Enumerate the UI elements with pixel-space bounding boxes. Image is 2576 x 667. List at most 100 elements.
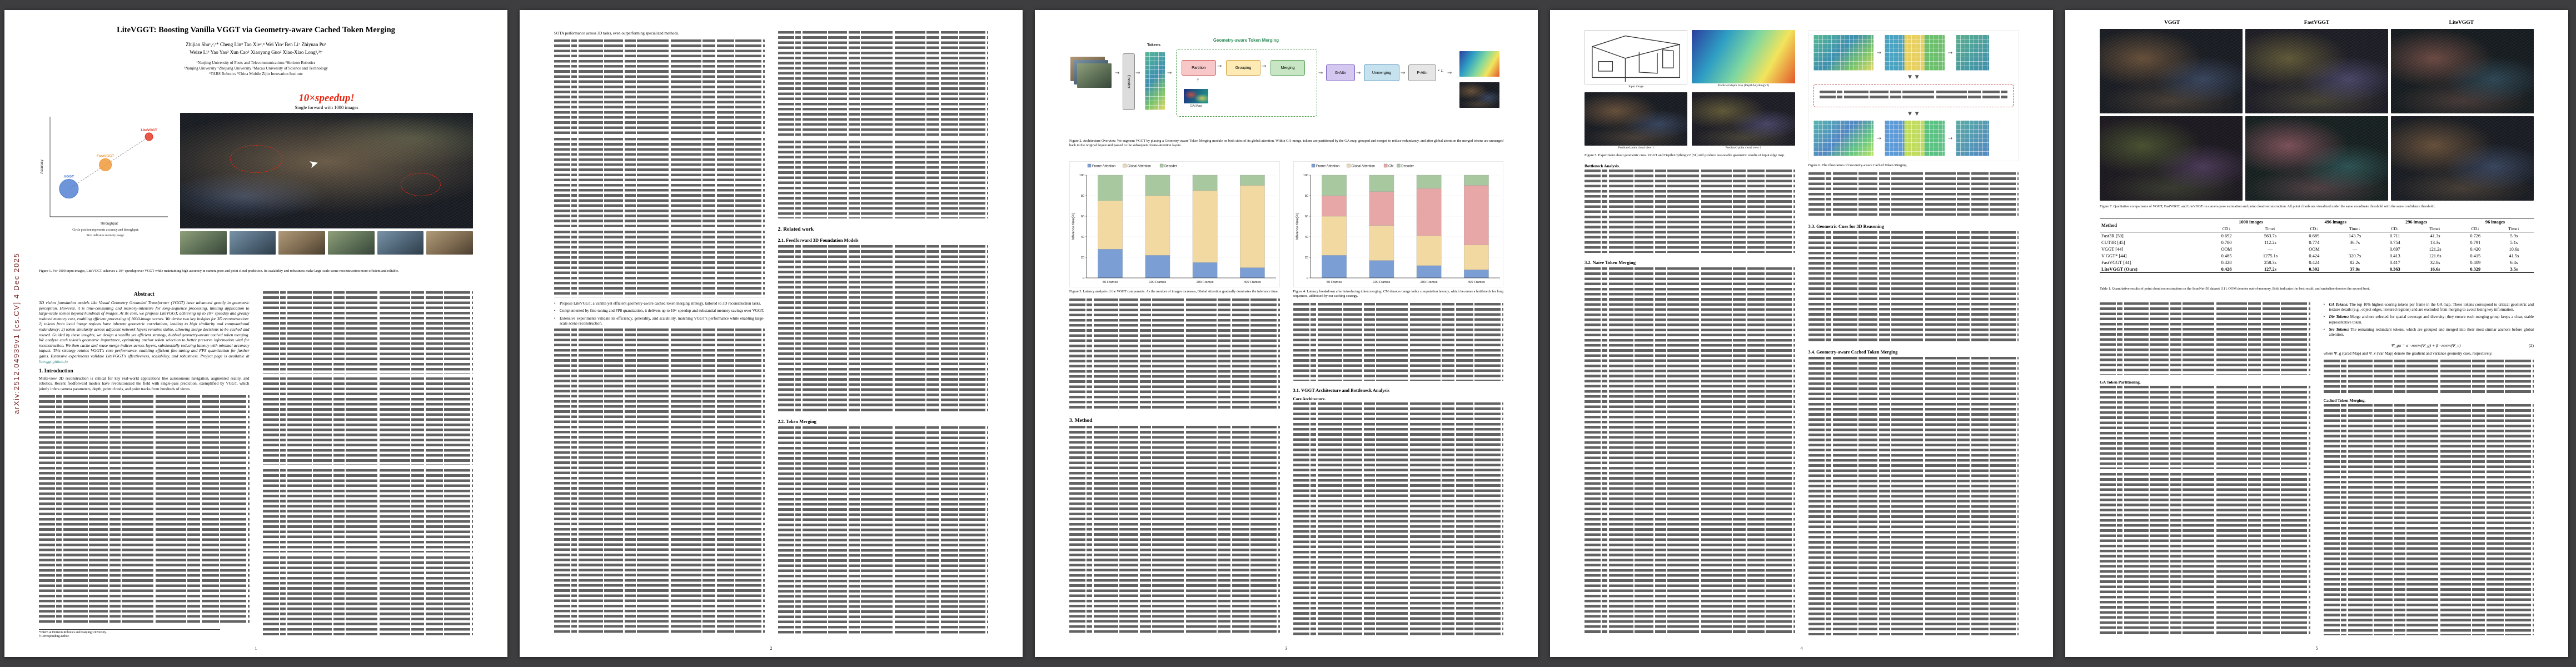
text-paragraph-skeleton [262,556,473,635]
arrow-right-icon [1318,70,1323,76]
reconstruction-image-fastvggt-scene2 [2245,116,2388,201]
input-thumbnail [229,231,276,255]
page-4-columns: Input image Predicted depth map (DepthAn… [1585,30,2019,639]
encoder-box: Encoder [1123,53,1135,110]
highlight-ellipse [230,145,282,173]
contribution-text: Extensive experiments validate its effic… [560,316,765,326]
svg-text:20: 20 [1081,256,1084,260]
token-grid [1813,121,1874,156]
svg-text:50 Frames: 50 Frames [1103,281,1118,284]
cached-indices-box [1813,84,2014,107]
svg-text:20: 20 [1304,256,1308,260]
arrow-right-icon [1877,50,1881,56]
reconstruction-image-fastvggt-scene1 [2245,29,2388,113]
text-paragraph-skeleton [778,141,988,218]
table-1-caption: Table 1. Quantitative results of point c… [2100,287,2370,291]
text-paragraph-skeleton [554,138,765,227]
page-5-right-column: GA Tokens:The top 10% highest-scoring to… [2323,302,2534,639]
page-4-right-column: Figure 6. The illustration of Geometry-a… [1808,30,2019,639]
figure-6-caption: Figure 6. The illustration of Geometry-a… [1808,163,1907,167]
svg-text:FastVGGT: FastVGGT [97,154,114,158]
svg-text:400 Frames: 400 Frames [1467,281,1484,284]
quantitative-results-table: Method 1000 images 496 images 296 images 96 … [2100,218,2534,273]
predicted-point-cloud-output [1459,82,1499,108]
svg-text:Accuracy: Accuracy [40,159,44,173]
token-grid [1145,52,1165,110]
edge-sketch [1592,35,1681,82]
bubble-chart-note-1: Circle position represents accuracy and … [72,228,139,232]
teaser-scene-block: 10×speedup! Single forward with 1000 ima… [180,92,474,255]
global-attention-box: G-Attn [1326,64,1355,81]
arxiv-watermark: arXiv:2512.04939v1 [cs.CV] 4 Dec 2025 [12,252,21,415]
text-paragraph-skeleton [778,31,988,137]
contribution-bullet-2: Complemented by fine-tuning and FP8 quan… [554,308,765,313]
project-page-link[interactable]: litevggt.github.io [39,359,68,364]
bullet-icon [554,308,560,313]
teaser-chart-block: VGGT FastVGGT LiteVGGT Throughput Accuracy C… [39,112,172,238]
input-photo-stack [1070,57,1113,90]
bullet-icon [2324,327,2329,337]
page-3-left-column: Frame Attention Global Attention Decoder 0 2… [1069,161,1280,639]
author-line-1: Zhijian Shu¹,²,³* Cheng Lin⁵ Tao Xie²,⁴ … [186,42,326,47]
bullet-lead: Src Tokens: [2329,327,2349,332]
text-paragraph-skeleton [1293,402,1503,635]
svg-text:VGGT: VGGT [64,175,74,179]
affiliation-line-1: ¹Nanjing University of Posts and Telecom… [196,60,316,65]
bullet-text: Div Tokens: Merge anchors selected for sp… [2329,315,2534,325]
merging-box: Merging [1270,60,1305,76]
affiliation-line-2: ³Nanjing University ⁴Zhejiang University… [184,65,328,71]
page-number: 2 [770,646,773,651]
page-5-left-column: GA Token Partitioning. [2100,302,2310,639]
figure-2-architecture-diagram: Encoder Tokens Geometry-aware Token Merg… [1069,24,1503,136]
affiliation-line-3: ⁶TARS Robotics ⁷China Mobile Zijin Innov… [209,71,303,76]
figure-1-caption: Figure 1. For 1000 input images, LiteVGG… [39,269,399,273]
text-paragraph-skeleton [1585,170,1795,253]
text-paragraph-skeleton [262,291,473,374]
figure-6-row [1813,35,2014,71]
text-paragraph-skeleton [778,426,988,635]
input-thumbnail [328,231,375,255]
ga-merge-label: Geometry-aware Token Merging [1213,38,1279,43]
tokens-label: Tokens [1147,43,1160,47]
paper-title: LiteVGGT: Boosting Vanilla VGGT via Geom… [117,26,395,34]
latency-breakdown-chart: Frame Attention Global Attention CM Decoder… [1293,161,1503,287]
repeat-times-label: × L [1437,68,1444,73]
paper-page-5: VGGT FastVGGT LiteVGGT Figure 7. Qualita… [2065,10,2568,657]
text-paragraph-skeleton [1293,303,1503,381]
equation-number: (2) [2528,343,2534,349]
svg-text:80: 80 [1081,195,1084,198]
method-header-litevggt: LiteVGGT [2449,20,2474,26]
arrow-right-icon [1877,136,1881,142]
svg-text:Throughput: Throughput [100,222,118,226]
equation-body: Ψ_ga = α · norm(Ψ_g) + β · norm(Ψ_v) [2391,343,2461,349]
arrow-down-icon [1813,74,2014,80]
method-header-fastvggt: FastVGGT [2304,20,2330,26]
text-paragraph-skeleton [2323,404,2534,635]
contribution-bullet-3: Extensive experiments validate its effic… [554,316,765,326]
bullet-icon [2324,302,2329,312]
input-edge-map-image [1585,30,1688,84]
input-thumbnail [180,231,227,255]
svg-text:60: 60 [1304,215,1308,218]
bullet-lead: Div Tokens: [2329,315,2349,320]
latency-analysis-chart: Frame Attention Global Attention Decoder 0 2… [1069,161,1280,287]
svg-text:Frame Attention: Frame Attention [1316,165,1339,168]
single-forward-note: Single forward with 1000 images [295,104,358,110]
contribution-text: Complemented by fine-tuning and FP8 quan… [560,308,764,313]
figure-5-image-grid: Input image Predicted depth map (DepthAn… [1585,30,1795,151]
token-type-bullet-div: Div Tokens:Merge anchors selected for sp… [2324,315,2534,325]
large-point-cloud-image [180,113,473,228]
token-type-bullet-ga: GA Tokens:The top 10% highest-scoring to… [2324,302,2534,312]
arrow-right-icon [1167,70,1172,76]
text-paragraph-skeleton [1585,267,1795,635]
text-paragraph-skeleton [2100,386,2310,469]
subsection-heading-naive-merging: 3.2. Naive Token Merging [1585,260,1636,266]
page-1-right-column [262,291,473,639]
svg-text:Global Attention: Global Attention [1128,165,1151,168]
highlight-ellipse [401,173,441,197]
stacked-bar-chart-svg: Frame Attention Global Attention Decoder 0 2… [1072,163,1276,284]
abstract-heading: Abstract [133,291,155,297]
reconstruction-image-litevggt-scene1 [2391,29,2534,113]
arrow-right-icon [1447,70,1452,76]
figure-5-label: Predicted depth map (DepthAnythingV2) [1717,84,1770,87]
